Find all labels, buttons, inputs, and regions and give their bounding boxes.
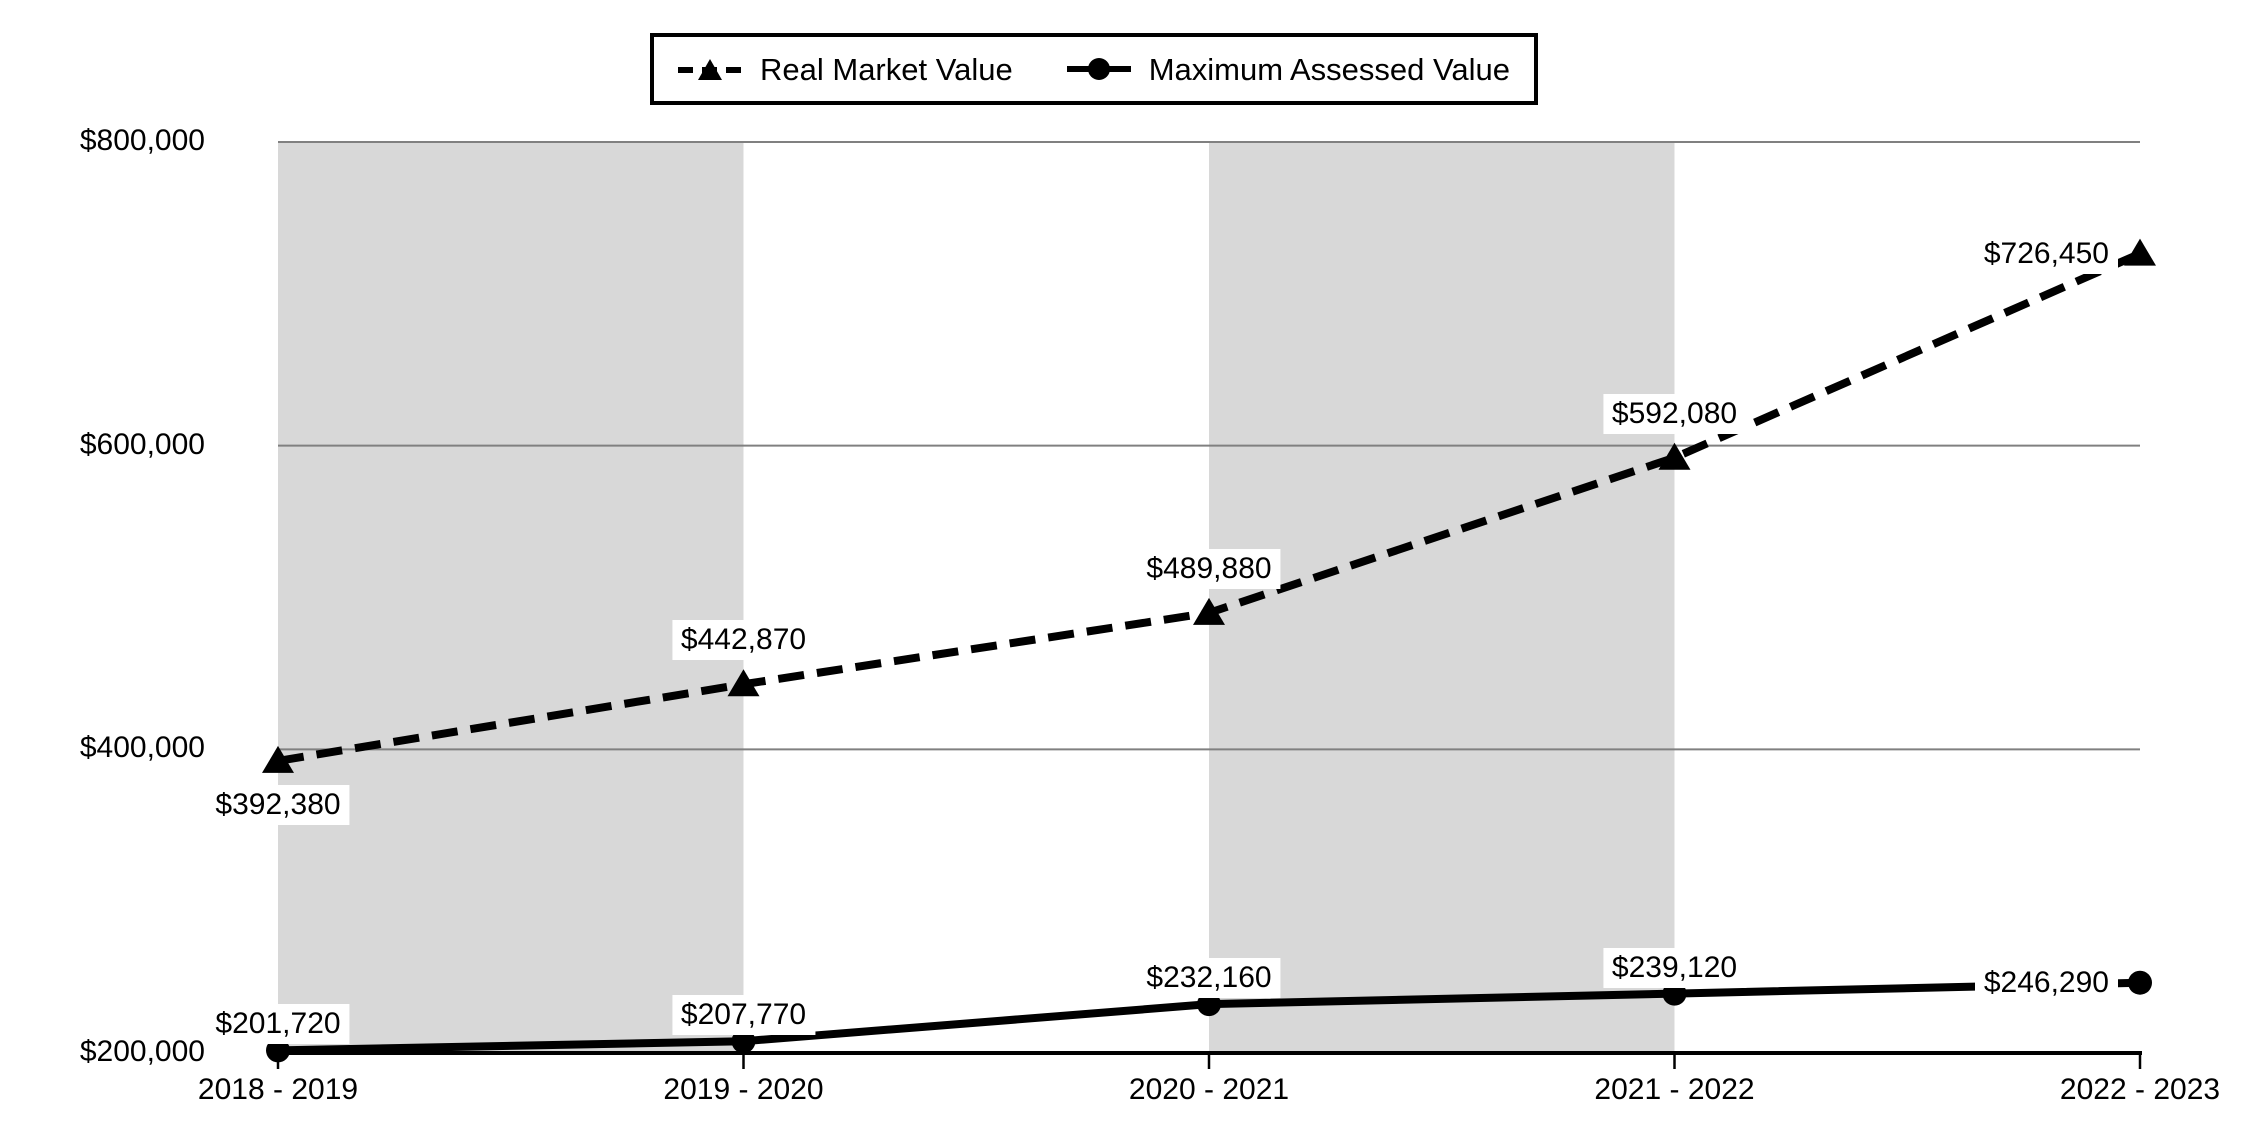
data-label: $442,870: [671, 620, 816, 661]
legend-label-maximum-assessed-value: Maximum Assessed Value: [1148, 51, 1510, 87]
marker-triangle: [1193, 597, 1225, 625]
y-tick-label: $400,000: [79, 731, 205, 765]
x-tick-label: 2018 - 2019: [197, 1073, 359, 1106]
marker-circle: [1662, 981, 1687, 1006]
y-tick-label: $600,000: [79, 427, 205, 461]
marker-triangle: [2124, 238, 2156, 266]
data-label: $489,880: [1137, 548, 1281, 589]
data-label: $392,380: [206, 784, 350, 825]
y-tick-label: $800,000: [79, 124, 205, 157]
x-tick-label: 2020 - 2021: [1128, 1073, 1290, 1106]
marker-circle: [1197, 992, 1221, 1017]
legend-item-maximum-assessed-value: Maximum Assessed Value: [1066, 51, 1510, 87]
x-tick-label: 2019 - 2020: [663, 1073, 824, 1106]
legend-item-real-market-value: Real Market Value: [678, 54, 1013, 85]
marker-circle: [731, 1029, 756, 1054]
dashed-line-triangle-marker-icon: [678, 59, 742, 80]
marker-circle: [2128, 970, 2152, 995]
data-label: $201,720: [206, 1004, 350, 1045]
y-tick-label: $200,000: [79, 1035, 205, 1068]
data-label: $726,450: [1974, 233, 2118, 274]
x-tick-label: 2022 - 2023: [2059, 1073, 2221, 1106]
marker-triangle: [727, 669, 760, 697]
marker-circle: [266, 1038, 290, 1063]
chart-legend: Real Market Value Maximum Assessed Value: [650, 33, 1538, 105]
data-label: $246,290: [1974, 962, 2118, 1003]
data-label: $232,160: [1137, 958, 1281, 999]
marker-triangle: [1658, 442, 1691, 470]
plot-band: [278, 142, 744, 1053]
legend-label-real-market-value: Real Market Value: [760, 51, 1013, 87]
marker-triangle: [262, 745, 294, 773]
solid-line-circle-marker-icon: [1066, 58, 1131, 80]
data-label: $239,120: [1602, 947, 1747, 988]
data-label: $592,080: [1602, 393, 1747, 434]
x-tick-label: 2021 - 2022: [1594, 1073, 1755, 1106]
plot-band: [1209, 142, 1675, 1053]
data-label: $207,770: [671, 995, 816, 1036]
